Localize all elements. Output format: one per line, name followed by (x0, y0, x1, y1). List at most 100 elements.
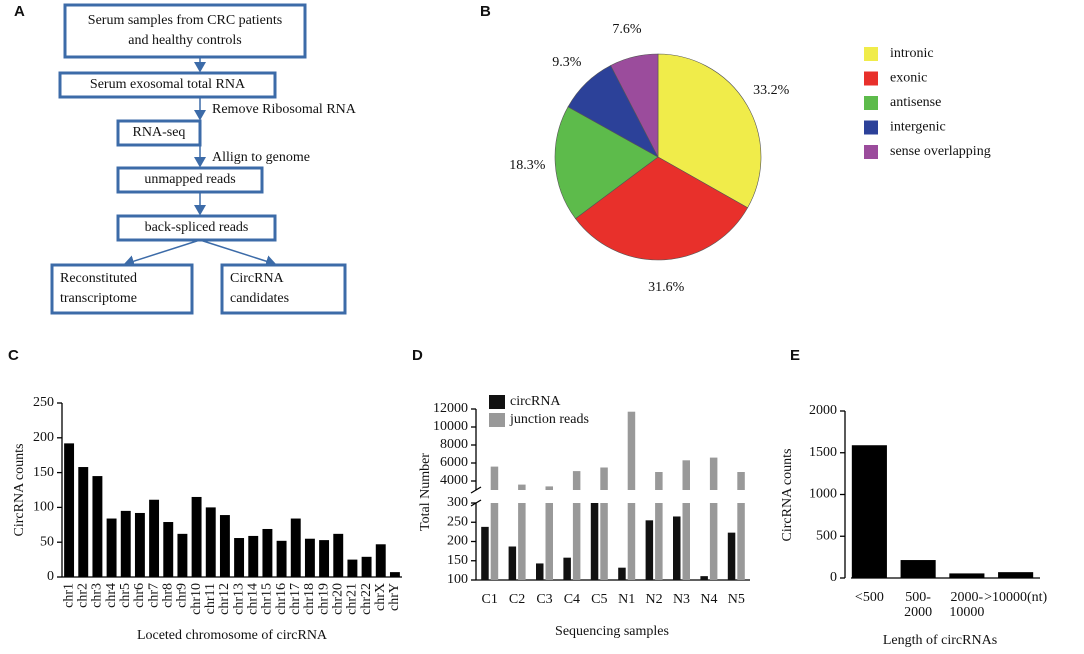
flow-box-text: CircRNA (230, 271, 285, 286)
pie-slice (554, 106, 659, 220)
flow-box-text: RNA-seq (133, 125, 186, 140)
flow-box-text: unmapped reads (144, 172, 235, 187)
arrow (199, 239, 277, 267)
y-tick-label: 200 (33, 430, 54, 445)
y-tick-label: 0 (47, 569, 54, 584)
bar (191, 496, 202, 577)
bar (572, 471, 581, 490)
x-tick-label: 2000-10000 (949, 590, 984, 620)
bar (64, 443, 75, 577)
bar (490, 503, 499, 580)
x-tick-label: chr13 (231, 583, 246, 615)
pie-value-label: 7.6% (612, 22, 642, 37)
x-tick-label: chr9 (175, 583, 190, 608)
legend-label: antisense (890, 95, 941, 110)
x-tick-label: 500-2000 (904, 590, 932, 620)
bar (572, 503, 581, 580)
flow-box (116, 119, 202, 147)
bar (682, 460, 690, 490)
x-tick-label: chr18 (302, 583, 317, 615)
x-tick-label: chr14 (245, 583, 260, 615)
y-tick-label: 8000 (440, 437, 468, 452)
x-tick-label: chr4 (104, 583, 119, 608)
bar (106, 518, 117, 577)
y-tick-label: 10000 (433, 419, 468, 434)
bar (682, 503, 690, 580)
legend-swatch (489, 395, 505, 409)
bar (600, 467, 608, 490)
y-tick-label: 12000 (433, 401, 468, 416)
x-tick-label: chrY (387, 583, 402, 611)
pie-value-label: 33.2% (753, 83, 790, 98)
arrow (123, 239, 201, 267)
y-tick-label: 500 (816, 528, 837, 543)
bar (481, 526, 489, 580)
legend-swatch (864, 120, 878, 135)
legend-swatch (489, 413, 505, 427)
bar (248, 535, 259, 577)
bar (727, 532, 736, 580)
bar (219, 515, 230, 577)
x-tick-label: chr19 (316, 583, 331, 615)
bar (536, 563, 544, 580)
bar (545, 503, 553, 580)
y-tick-label: 100 (447, 572, 468, 587)
flow-box-text: Reconstituted (60, 271, 137, 286)
bar (262, 528, 273, 577)
x-tick-label: chr3 (90, 583, 105, 608)
x-tick-label: C5 (591, 592, 607, 607)
bar (618, 567, 626, 580)
x-tick-label: chr5 (118, 583, 133, 608)
bar (545, 486, 553, 490)
bar (645, 520, 654, 580)
x-tick-label: N3 (673, 592, 690, 607)
bar (737, 472, 745, 490)
x-tick-label: N5 (728, 592, 745, 607)
y-axis-label: CircRNA counts (780, 449, 795, 542)
pie-value-label: 31.6% (648, 280, 685, 295)
x-tick-label: C2 (509, 592, 525, 607)
bar (177, 533, 188, 577)
x-tick-label: chr11 (203, 583, 218, 614)
bar (234, 538, 245, 577)
bar (600, 503, 608, 580)
bar (737, 503, 745, 580)
x-tick-label: chr20 (330, 583, 345, 615)
bar (134, 512, 145, 577)
bar (998, 572, 1034, 578)
bar (333, 533, 344, 577)
x-tick-label: <500 (855, 590, 884, 605)
x-tick-label: chr6 (132, 583, 147, 608)
flow-box-text: back-spliced reads (145, 220, 249, 235)
pie-value-label: 18.3% (509, 158, 546, 173)
y-axis-label: CircRNA counts (12, 444, 27, 537)
bar (149, 499, 160, 577)
legend-swatch (864, 47, 878, 61)
bar (290, 518, 301, 577)
x-tick-label: C3 (536, 592, 552, 607)
x-tick-label-line: 500- (905, 590, 931, 605)
bar (700, 576, 708, 580)
x-axis-label: Loceted chromosome of circRNA (137, 628, 328, 643)
y-tick-label: 150 (447, 553, 468, 568)
x-tick-label-line: 2000 (904, 605, 932, 620)
flow-box-text: Serum exosomal total RNA (90, 77, 246, 92)
flow-box-text: Serum samples from CRC patients (88, 13, 282, 28)
y-axis-label: Total Number (418, 453, 433, 531)
bar (319, 540, 330, 577)
legend-label: circRNA (510, 394, 561, 409)
bar (163, 522, 174, 577)
bar (627, 503, 636, 580)
flow-box (220, 263, 347, 315)
y-tick-label: 0 (830, 570, 837, 585)
bar (120, 510, 131, 577)
panel-label: E (790, 347, 800, 364)
y-tick-label: 150 (33, 465, 54, 480)
legend-label: intronic (890, 46, 934, 61)
x-tick-label: N1 (618, 592, 635, 607)
legend-label: intergenic (890, 120, 946, 135)
bar (361, 556, 372, 577)
y-tick-label: 250 (447, 514, 468, 529)
x-tick-label: chr12 (217, 583, 232, 615)
bar (900, 560, 936, 578)
